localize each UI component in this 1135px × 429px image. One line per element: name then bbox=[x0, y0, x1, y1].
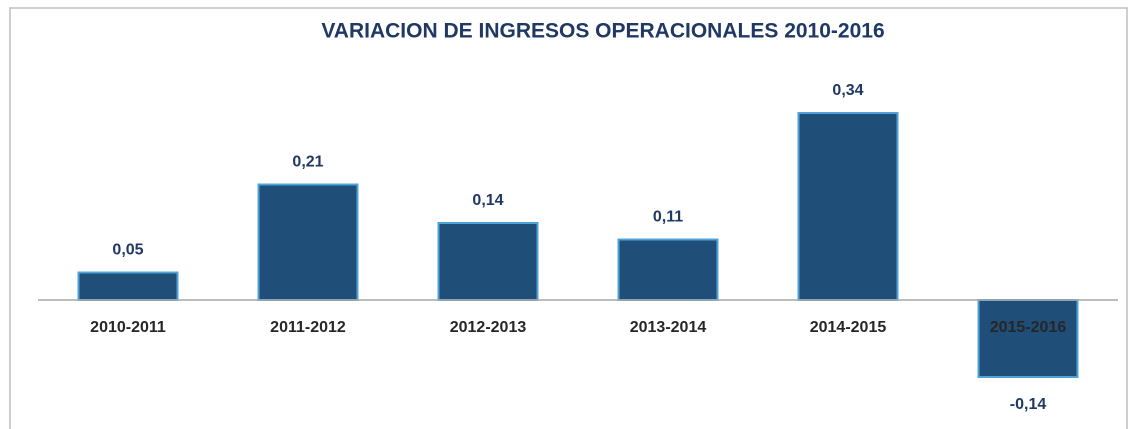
x-tick-label: 2015-2016 bbox=[990, 319, 1067, 336]
bar bbox=[977, 299, 1079, 378]
x-tick-label: 2010-2011 bbox=[90, 319, 166, 336]
bar bbox=[257, 183, 359, 301]
x-tick-label: 2012-2013 bbox=[450, 319, 527, 336]
bar bbox=[437, 222, 539, 301]
data-label: 0,11 bbox=[653, 209, 683, 226]
x-tick-label: 2013-2014 bbox=[630, 319, 707, 336]
data-label: -0,14 bbox=[1010, 396, 1047, 413]
chart-frame bbox=[9, 7, 1128, 429]
data-label: 0,21 bbox=[292, 154, 323, 171]
data-label: 0,34 bbox=[832, 82, 863, 99]
chart-title: VARIACION DE INGRESOS OPERACIONALES 2010… bbox=[321, 20, 884, 43]
x-tick-label: 2014-2015 bbox=[810, 319, 887, 336]
bar bbox=[77, 271, 179, 301]
bar bbox=[797, 112, 899, 301]
bar bbox=[617, 238, 719, 301]
x-tick-label: 2011-2012 bbox=[270, 319, 346, 336]
data-label: 0,14 bbox=[472, 192, 503, 209]
data-label: 0,05 bbox=[112, 242, 143, 259]
